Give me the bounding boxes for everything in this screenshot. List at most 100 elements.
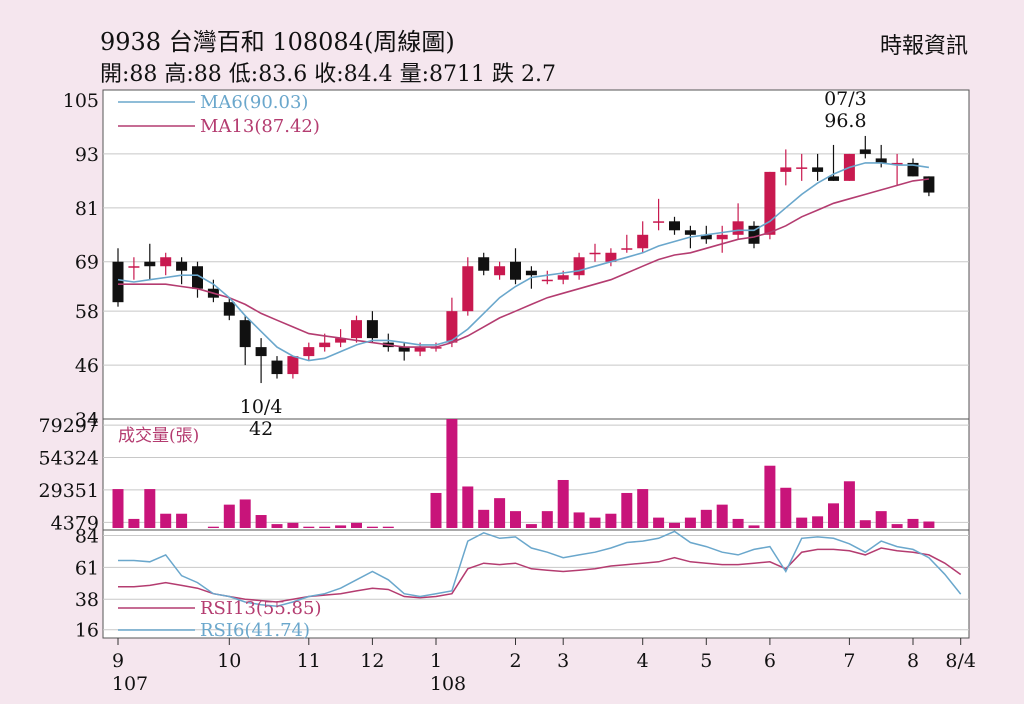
grid-lines — [103, 153, 969, 631]
volume-bar — [176, 513, 188, 528]
volume-bar — [653, 517, 665, 528]
candle-down — [510, 261, 521, 280]
candle-up — [351, 320, 362, 339]
candle-down — [907, 162, 919, 177]
volume-bar — [716, 504, 728, 528]
candle-down — [255, 347, 267, 357]
rsi13-legend-label: RSI13(55.85) — [200, 598, 321, 619]
volume-bar — [669, 522, 680, 528]
price-legend: MA6(90.03) MA13(87.42) — [118, 92, 320, 137]
rsi-y-tick: 61 — [75, 557, 99, 579]
volume-bar — [494, 498, 506, 528]
candle-up — [653, 221, 665, 223]
candle-down — [669, 221, 680, 231]
volume-bar — [812, 516, 824, 528]
candle-down — [684, 230, 696, 235]
rsi6-legend-label: RSI6(41.74) — [200, 620, 310, 641]
volume-bar — [223, 504, 235, 528]
volume-y-tick: 4379 — [51, 512, 99, 534]
volume-bar — [875, 511, 887, 528]
price-y-tick: 34 — [75, 409, 99, 431]
candle-up — [319, 342, 331, 348]
candle-down — [828, 176, 839, 181]
volume-bar — [319, 526, 331, 528]
volume-y-tick: 29351 — [39, 480, 99, 502]
candle-down — [812, 167, 824, 172]
volume-bar — [144, 489, 156, 528]
volume-y-tick: 54324 — [39, 448, 99, 470]
candle-down — [478, 257, 490, 271]
candle-up — [128, 266, 140, 268]
volume-bar — [287, 522, 299, 528]
x-tick-label: 3 — [557, 650, 569, 672]
volume-bar — [907, 518, 919, 528]
volume-bar — [239, 499, 251, 528]
candle-down — [700, 234, 712, 240]
candle-up — [716, 234, 728, 240]
candle-up — [462, 266, 474, 312]
x-year-label: 107 — [112, 673, 148, 695]
volume-bar — [780, 487, 792, 528]
volume-bars — [112, 419, 935, 528]
x-tick-label: 11 — [297, 650, 321, 672]
high-annotation: 07/3 — [824, 88, 867, 110]
candle-down — [398, 347, 410, 352]
candle-down — [192, 266, 203, 289]
volume-title: 成交量(張) — [118, 426, 199, 446]
x-tick-label: 4 — [637, 650, 649, 672]
candle-up — [303, 347, 315, 357]
volume-bar — [573, 512, 585, 528]
candle-down — [366, 320, 378, 339]
candle-down — [239, 320, 251, 348]
high-annotation: 96.8 — [824, 110, 866, 132]
volume-bar — [796, 517, 808, 528]
volume-bar — [430, 492, 442, 528]
data-source: 時報資訊 — [879, 34, 968, 59]
annotations: 07/396.8 10/442 — [240, 88, 867, 440]
candle-up — [796, 167, 808, 169]
volume-bar — [828, 503, 839, 528]
price-y-tick: 81 — [75, 198, 99, 220]
volume-y-tick: 79297 — [39, 415, 99, 437]
candle-up — [335, 338, 347, 343]
rsi-y-tick: 38 — [75, 589, 99, 611]
volume-bar — [541, 511, 553, 528]
candle-up — [621, 248, 633, 250]
ma13-legend-label: MA13(87.42) — [200, 116, 320, 137]
volume-bar — [764, 465, 776, 528]
candle-up — [780, 167, 792, 172]
volume-bar — [891, 524, 903, 528]
volume-bar — [684, 517, 696, 528]
volume-bar — [112, 489, 124, 528]
ma6-legend-label: MA6(90.03) — [200, 92, 308, 113]
price-y-tick: 69 — [75, 252, 99, 274]
candle-up — [637, 234, 649, 249]
volume-bar — [525, 524, 537, 528]
volume-bar — [859, 520, 871, 528]
candle-up — [764, 171, 776, 235]
volume-bar — [843, 481, 855, 528]
x-year-label: 108 — [430, 673, 466, 695]
candle-up — [557, 275, 569, 280]
volume-bar — [335, 525, 347, 528]
candle-up — [732, 221, 744, 235]
candle-down — [525, 270, 537, 276]
volume-bar — [351, 522, 362, 528]
candle-up — [160, 257, 172, 267]
volume-bar — [303, 526, 315, 528]
candle-up — [414, 347, 426, 352]
candle-up — [446, 311, 458, 343]
candle-down — [875, 158, 887, 163]
volume-bar — [382, 526, 394, 528]
candle-down — [271, 360, 283, 375]
plot-panel — [102, 89, 970, 639]
low-annotation: 10/4 — [240, 396, 283, 418]
volume-bar — [700, 509, 712, 528]
volume-bar — [637, 489, 649, 528]
x-tick-label: 6 — [764, 650, 776, 672]
x-tick-label: 12 — [360, 650, 384, 672]
rsi13-line — [118, 547, 962, 603]
